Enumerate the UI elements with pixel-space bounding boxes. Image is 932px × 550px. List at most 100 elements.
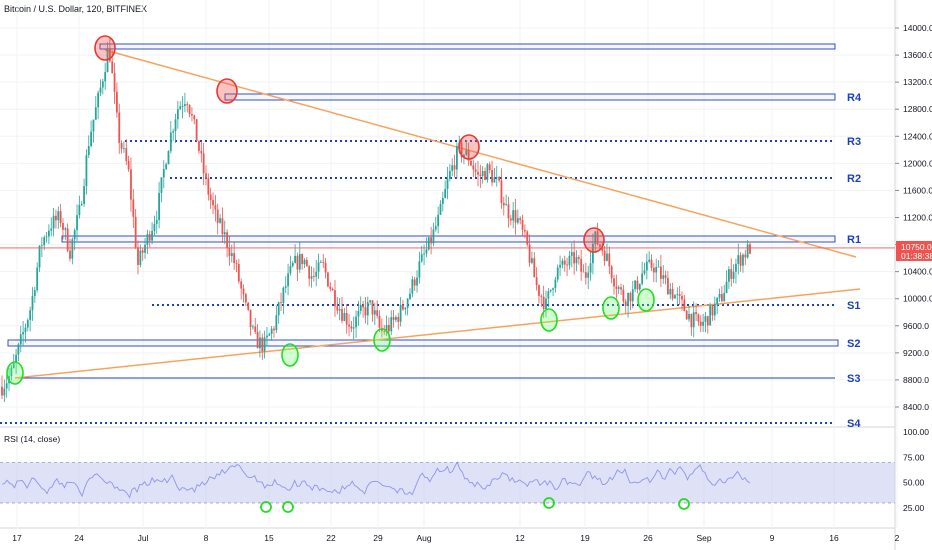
candle-body — [99, 87, 102, 93]
candle-body — [441, 197, 444, 204]
time-tick-label: 8 — [204, 533, 209, 543]
candle-body — [699, 321, 702, 326]
time-tick-label: 29 — [373, 533, 383, 543]
candle-body — [242, 288, 245, 295]
candle-body — [334, 290, 336, 307]
time-tick-label: 16 — [829, 533, 839, 543]
candle-body — [282, 287, 285, 303]
candle-body — [186, 104, 189, 106]
candle-body — [683, 299, 686, 311]
rsi-axis: 100.00 75.00 50.00 25.00 — [903, 427, 929, 513]
candle-body — [233, 253, 236, 264]
candle-body — [664, 275, 667, 278]
support-touch-marker — [602, 296, 620, 320]
candle-body — [507, 204, 510, 219]
candle-body — [554, 279, 557, 289]
candle-body — [580, 258, 583, 272]
candle-body — [254, 326, 257, 332]
candle-body — [655, 267, 658, 273]
candle-body — [87, 146, 90, 156]
time-tick-label: Aug — [416, 533, 431, 543]
candle-body — [387, 325, 390, 332]
candle-body — [303, 259, 306, 265]
candle-body — [38, 245, 41, 268]
candle-body — [324, 262, 327, 273]
candle-body — [697, 314, 700, 322]
candle-body — [214, 205, 217, 210]
price-tick-label: 12800.0 — [903, 104, 932, 114]
time-tick-label: 2 — [895, 533, 900, 543]
candle-body — [427, 237, 430, 250]
time-tick-label: Sep — [696, 533, 711, 543]
candle-body — [153, 223, 156, 231]
candle-body — [732, 271, 735, 279]
candle-body — [549, 289, 552, 292]
candle-body — [341, 309, 343, 321]
candle-body — [502, 202, 505, 206]
candle-body — [439, 203, 442, 215]
candle-body — [514, 210, 517, 223]
rsi-pane: 100.00 75.00 50.00 25.00 RSI (14, close) — [0, 427, 929, 513]
candle-body — [26, 320, 29, 328]
candle-body — [409, 293, 411, 300]
candle-body — [404, 307, 407, 310]
candle-body — [526, 231, 529, 245]
candle-body — [718, 294, 721, 298]
candle-body — [273, 328, 275, 331]
candle-body — [727, 269, 730, 282]
candle-body — [631, 289, 634, 302]
candle-body — [706, 316, 709, 326]
level-label: S4 — [847, 418, 861, 430]
candle-body — [430, 237, 433, 244]
candle-body — [85, 155, 88, 187]
candle-body — [308, 266, 311, 279]
price-tick-label: 11200.0 — [903, 213, 932, 223]
price-tick-label: 12400.0 — [903, 131, 932, 141]
time-tick-label: 15 — [264, 533, 274, 543]
candle-body — [15, 354, 17, 363]
candle-body — [566, 264, 569, 266]
candle-body — [594, 231, 597, 244]
candle-body — [629, 292, 632, 302]
candle-body — [359, 304, 362, 311]
trendlines — [14, 49, 861, 379]
candle-body — [601, 246, 604, 251]
candle-body — [226, 232, 229, 248]
candle-body — [493, 177, 496, 183]
candle-body — [444, 188, 447, 198]
candle-body — [36, 267, 39, 291]
candle-body — [542, 296, 545, 310]
candle-body — [115, 91, 118, 113]
candle-body — [216, 209, 219, 223]
markers — [6, 35, 655, 385]
candle-body — [713, 304, 716, 316]
candle-body — [521, 219, 524, 230]
candle-body — [165, 164, 168, 170]
candle-body — [277, 302, 280, 316]
candle-body — [148, 234, 151, 241]
candle-body — [465, 150, 468, 155]
candle-body — [183, 104, 186, 107]
candle-body — [207, 178, 210, 195]
candle-body — [66, 228, 69, 251]
candle-body — [223, 232, 226, 235]
candle-body — [134, 216, 137, 248]
support-touch-marker — [540, 308, 558, 332]
candle-body — [43, 237, 46, 246]
candle-body — [495, 177, 498, 178]
candle-body — [350, 326, 353, 329]
candle-body — [685, 310, 688, 320]
rsi-title: RSI (14, close) — [4, 434, 60, 444]
candle-body — [200, 150, 203, 154]
candle-body — [634, 280, 637, 290]
candle-body — [162, 169, 165, 178]
candle-body — [577, 257, 580, 259]
candle-body — [477, 171, 479, 175]
candle-body — [402, 304, 404, 310]
level-label: S3 — [847, 373, 860, 385]
candle-body — [636, 280, 639, 290]
candle-body — [176, 109, 179, 120]
candle-body — [195, 119, 198, 142]
resistance-touch-marker — [583, 227, 605, 253]
